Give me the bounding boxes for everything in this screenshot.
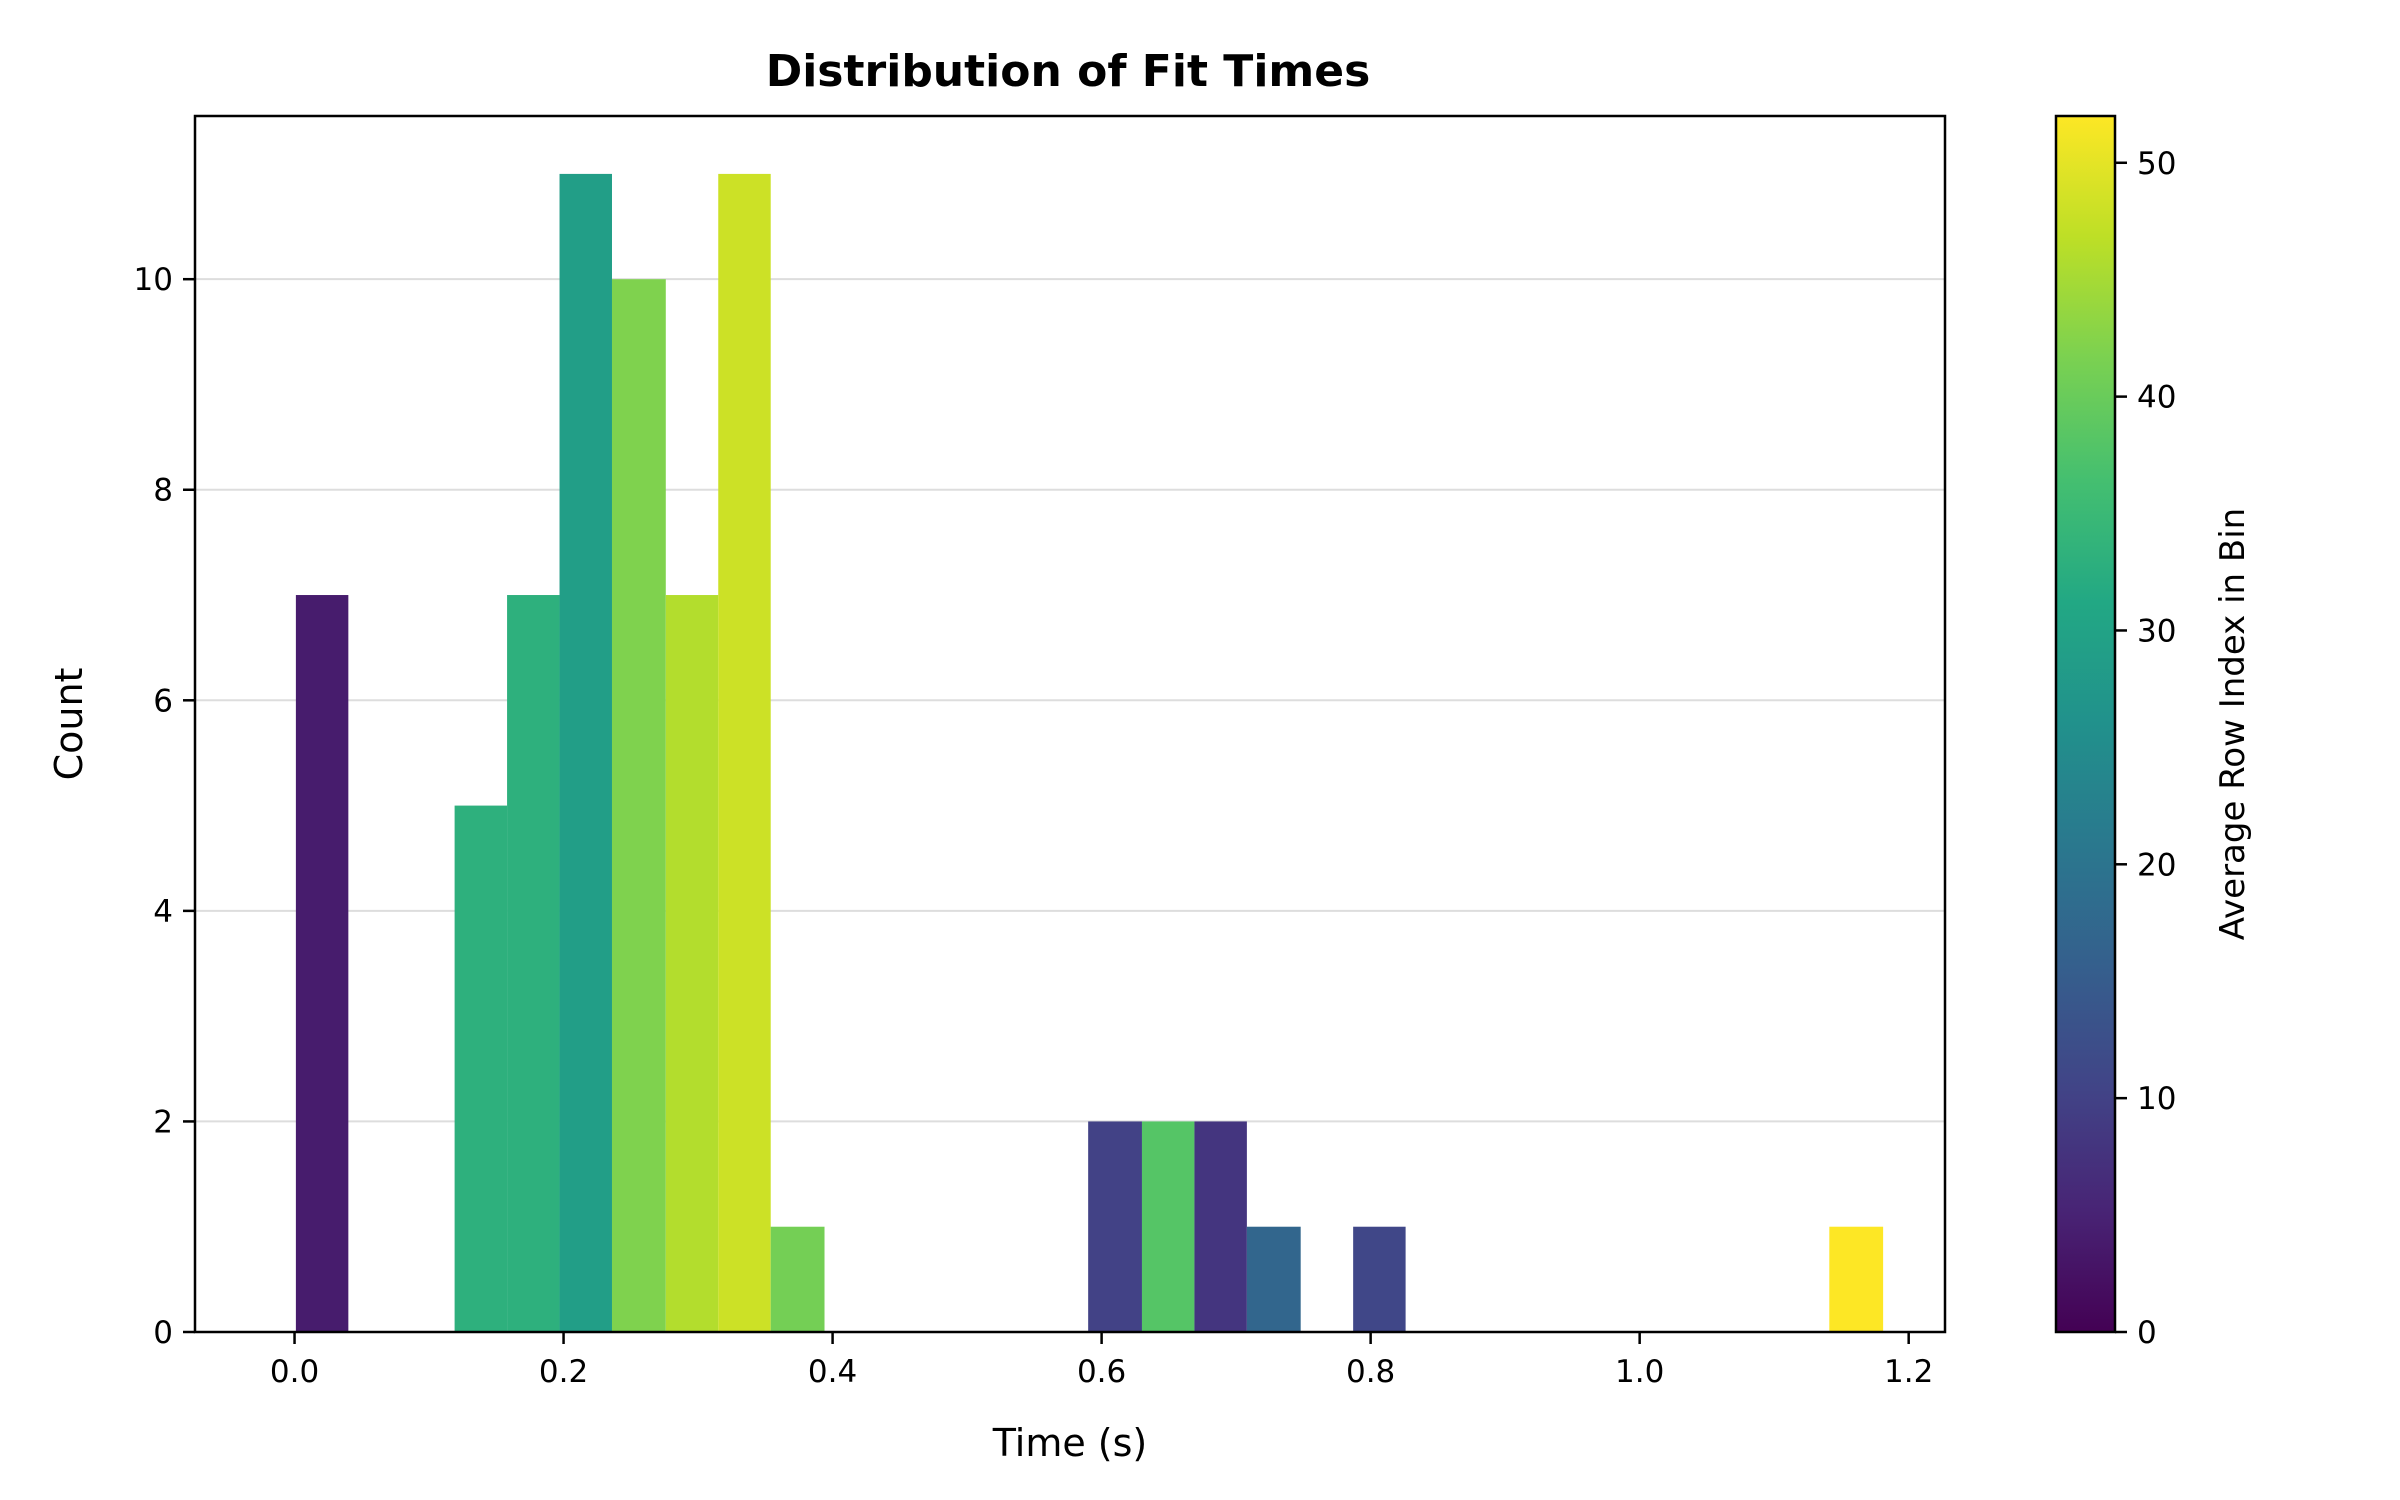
x-tick-label: 0.0 [270,1354,319,1390]
histogram-bar [296,595,348,1332]
colorbar-tick-label: 30 [2137,613,2176,649]
histogram-bar [718,174,770,1332]
colorbar-label: Average Row Index in Bin [2213,508,2253,940]
histogram-bar [666,595,718,1332]
x-tick-label: 0.4 [808,1354,857,1390]
y-tick-label: 8 [153,473,173,509]
histogram-bar [612,279,666,1332]
y-tick-label: 0 [153,1315,173,1351]
y-tick-label: 6 [153,683,173,719]
y-axis-ticks: 0 2 4 6 8 10 [134,262,195,1351]
colorbar-tick-label: 40 [2137,380,2176,416]
colorbar-ticks: 0 10 20 30 40 50 [2115,146,2176,1351]
x-tick-label: 0.2 [539,1354,588,1390]
colorbar-tick-label: 50 [2137,146,2176,182]
histogram-bar [1829,1227,1883,1332]
y-tick-label: 10 [134,262,173,298]
histogram-bar [507,595,559,1332]
histogram-bar [1247,1227,1301,1332]
histogram-bar [1088,1121,1142,1332]
colorbar-tick-label: 20 [2137,847,2176,883]
x-tick-label: 1.0 [1615,1354,1664,1390]
histogram-bar [771,1227,825,1332]
histogram-bar [455,806,507,1332]
x-axis-ticks: 0.0 0.2 0.4 0.6 0.8 1.0 1.2 [270,1332,1933,1390]
x-axis-label: Time (s) [992,1421,1148,1465]
histogram-bar [1353,1227,1405,1332]
colorbar [2056,116,2115,1332]
x-tick-label: 1.2 [1884,1354,1933,1390]
x-tick-label: 0.8 [1346,1354,1395,1390]
histogram-bar [1142,1121,1194,1332]
histogram-bar [560,174,612,1332]
y-tick-label: 2 [153,1104,173,1140]
x-tick-label: 0.6 [1077,1354,1126,1390]
colorbar-tick-label: 0 [2137,1315,2157,1351]
colorbar-tick-label: 10 [2137,1081,2176,1117]
y-axis-label: Count [47,668,91,781]
histogram-bars [296,174,1883,1332]
y-tick-label: 4 [153,894,173,930]
chart-title: Distribution of Fit Times [766,46,1371,97]
histogram-bar [1194,1121,1246,1332]
